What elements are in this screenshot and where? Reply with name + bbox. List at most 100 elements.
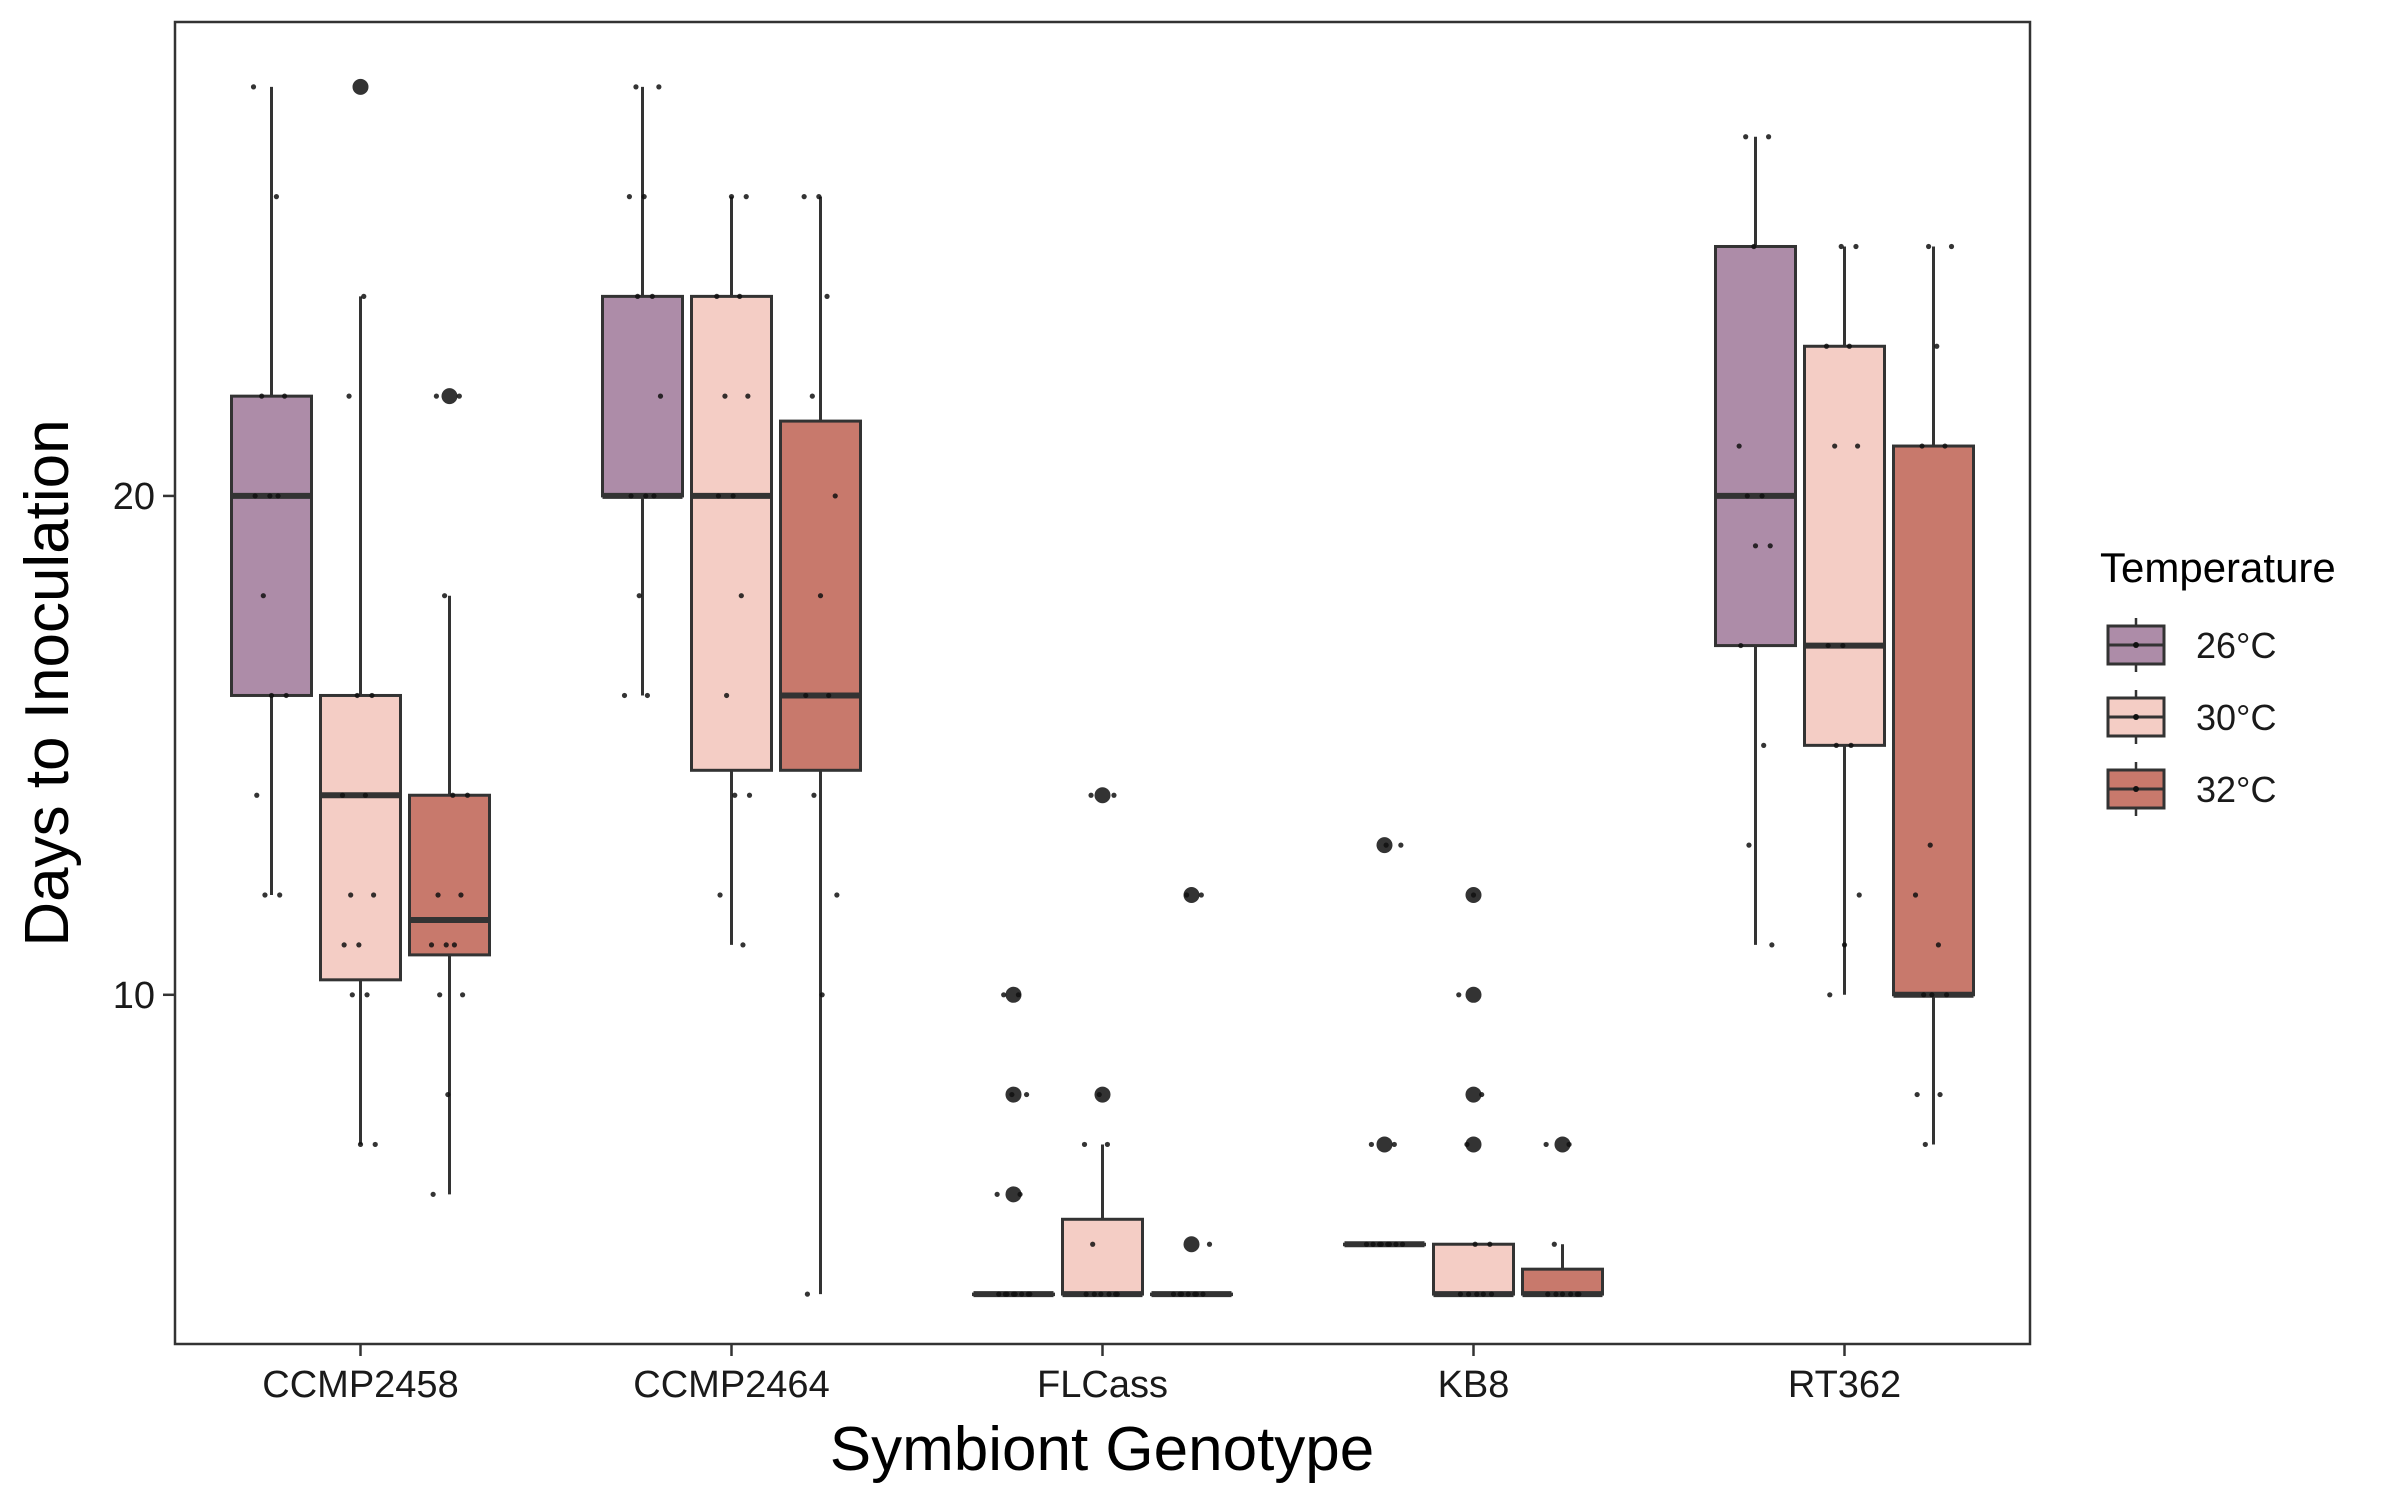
legend-item-0: 26°C (2106, 618, 2276, 672)
raw-data-point (364, 992, 370, 998)
box-group-kb8-1 (1432, 887, 1515, 1298)
y-axis-title: Days to Inoculation (13, 419, 82, 946)
raw-data-point (1098, 1291, 1104, 1297)
raw-data-point (626, 194, 633, 200)
raw-data-point (746, 792, 753, 798)
raw-data-point (1545, 1291, 1551, 1297)
raw-data-point (1922, 1141, 1928, 1148)
raw-data-point (1470, 892, 1477, 898)
legend: Temperature 26°C 30°C 32°C (2100, 544, 2336, 816)
raw-data-point (1825, 642, 1831, 649)
raw-data-point (1368, 1141, 1375, 1148)
raw-data-point (1937, 1091, 1943, 1098)
raw-data-point (1838, 243, 1844, 250)
box-iqr (601, 294, 684, 498)
raw-data-point (1848, 742, 1854, 748)
box-iqr (1061, 1217, 1144, 1296)
raw-data-point (1017, 1191, 1023, 1197)
raw-data-point (1927, 842, 1933, 848)
raw-data-point (1096, 1091, 1102, 1098)
outlier-point (1005, 1186, 1022, 1203)
box-group-kb8-2 (1521, 1136, 1604, 1298)
raw-data-point (832, 493, 838, 499)
raw-data-point (275, 493, 281, 499)
outlier-point (1554, 1136, 1571, 1153)
raw-data-point (1769, 942, 1775, 948)
raw-data-point (273, 194, 280, 200)
legend-title: Temperature (2100, 544, 2336, 591)
raw-data-point (362, 792, 369, 798)
raw-data-point (1568, 1291, 1574, 1297)
x-tick-label-rt362: RT362 (1788, 1364, 1901, 1406)
raw-data-point (458, 892, 464, 898)
raw-data-point (740, 942, 746, 948)
raw-data-point (826, 692, 832, 699)
raw-data-point (361, 293, 367, 299)
raw-data-point (732, 792, 738, 798)
raw-data-point (339, 792, 346, 798)
raw-data-point (357, 1141, 364, 1148)
raw-data-point (1472, 1241, 1478, 1247)
raw-data-point (1935, 942, 1942, 948)
raw-data-point (809, 393, 815, 399)
raw-data-point (657, 393, 664, 399)
raw-data-point (811, 792, 817, 798)
raw-data-point (723, 692, 730, 699)
raw-data-point (430, 1191, 436, 1197)
raw-data-point (1942, 443, 1948, 449)
box-iqr (690, 294, 773, 772)
raw-data-point (437, 992, 443, 998)
raw-data-point (1370, 1241, 1376, 1247)
box-iqr (1714, 244, 1797, 648)
outlier-point (1376, 1136, 1393, 1153)
raw-data-point (1001, 992, 1007, 998)
legend-item-1: 30°C (2106, 690, 2276, 744)
box-group-flcass-1 (1061, 787, 1144, 1298)
raw-data-point (1765, 134, 1772, 140)
raw-data-point (1576, 1291, 1582, 1297)
raw-data-point (456, 393, 462, 399)
raw-data-point (1200, 1291, 1206, 1297)
raw-data-point (341, 942, 347, 948)
box-iqr (408, 793, 491, 957)
raw-data-point (1456, 992, 1462, 998)
raw-data-point (268, 692, 275, 699)
raw-data-point (1464, 1141, 1470, 1148)
raw-data-point (649, 293, 655, 299)
box-iqr (1892, 444, 1975, 997)
raw-data-point (656, 84, 662, 90)
raw-data-point (1391, 1141, 1397, 1148)
legend-key-point (2133, 786, 2139, 792)
raw-data-point (435, 892, 441, 898)
raw-data-point (1559, 1291, 1566, 1297)
raw-data-point (464, 792, 471, 798)
raw-data-point (260, 593, 266, 599)
raw-data-point (372, 1141, 378, 1148)
raw-data-point (370, 892, 377, 898)
raw-data-point (1183, 892, 1190, 898)
raw-data-point (1088, 792, 1094, 798)
raw-data-point (1179, 1291, 1185, 1297)
raw-data-point (1363, 1241, 1370, 1247)
outlier-point (1094, 1086, 1111, 1103)
raw-data-point (1479, 1091, 1485, 1098)
legend-label: 30°C (2196, 697, 2276, 738)
x-tick-label-flcass: FLCass (1037, 1364, 1168, 1406)
raw-data-point (1193, 1291, 1200, 1297)
raw-data-point (346, 393, 352, 399)
raw-data-point (450, 792, 456, 798)
outlier-point (1465, 986, 1482, 1003)
box-group-ccmp2458-1 (319, 78, 402, 1148)
legend-label: 32°C (2196, 769, 2276, 810)
raw-data-point (1856, 892, 1862, 898)
raw-data-point (1827, 992, 1833, 998)
box-group-kb8-0 (1343, 837, 1426, 1248)
raw-data-point (1019, 1291, 1025, 1297)
raw-data-point (1566, 1141, 1572, 1148)
raw-data-point (644, 692, 651, 699)
raw-data-point (1170, 1291, 1177, 1297)
box-group-ccmp2458-2 (408, 388, 491, 1197)
raw-data-point (1846, 343, 1853, 349)
raw-data-point (1743, 134, 1749, 140)
raw-data-point (1854, 443, 1861, 449)
